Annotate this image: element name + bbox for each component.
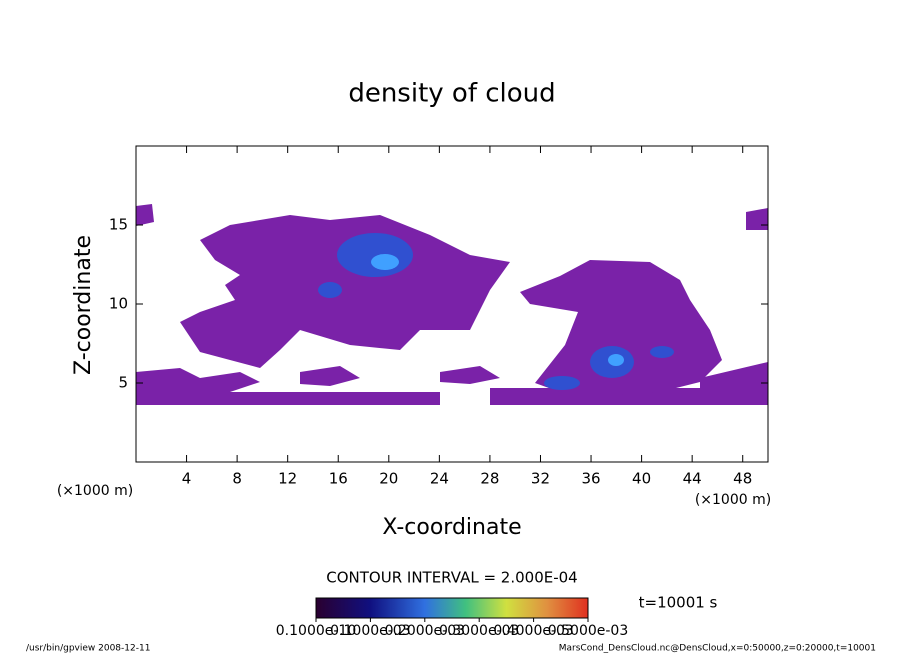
contour-interval: CONTOUR INTERVAL = 2.000E-04 <box>326 569 577 587</box>
y-unit: (×1000 m) <box>57 483 133 499</box>
footer-left: /usr/bin/gpview 2008-12-11 <box>26 644 150 654</box>
x-tick-label: 20 <box>379 470 398 488</box>
x-tick-label: 16 <box>329 470 348 488</box>
x-tick-label: 24 <box>430 470 449 488</box>
x-tick-label: 48 <box>733 470 752 488</box>
y-tick-label: 15 <box>109 216 128 234</box>
cloud-core <box>337 233 413 277</box>
cloud-core <box>318 282 342 298</box>
chart-title: density of cloud <box>348 79 555 109</box>
time-label: t=10001 s <box>639 594 718 612</box>
colorbar-label: 0.2000e-03 <box>385 623 465 639</box>
colorbar <box>315 597 589 619</box>
x-axis-label: X-coordinate <box>382 515 521 540</box>
x-unit: (×1000 m) <box>695 492 771 508</box>
cloud-core <box>608 354 624 366</box>
y-tick-label: 5 <box>118 374 128 392</box>
cloud-core <box>650 346 674 358</box>
colorbar-label: 0.4000e-03 <box>493 623 573 639</box>
cloud-field <box>136 204 768 405</box>
x-tick-label: 8 <box>232 470 242 488</box>
x-tick-label: 36 <box>581 470 600 488</box>
cloud-core <box>371 254 399 270</box>
footer-right: MarsCond_DensCloud.nc@DensCloud,x=0:5000… <box>559 644 876 654</box>
cloud-region <box>520 260 722 396</box>
x-tick-label: 44 <box>683 470 702 488</box>
y-axis-label: Z-coordinate <box>71 235 96 375</box>
colorbar-label: 0.1000e-03 <box>330 623 410 639</box>
colorbar-label: 0.3000e-03 <box>439 623 519 639</box>
x-tick-label: 4 <box>182 470 192 488</box>
cloud-region <box>300 366 500 386</box>
x-tick-label: 32 <box>531 470 550 488</box>
cloud-core <box>544 376 580 390</box>
y-tick-label: 10 <box>109 295 128 313</box>
colorbar-label: 0.5000e-03 <box>548 623 628 639</box>
x-tick-label: 12 <box>278 470 297 488</box>
cloud-region <box>180 215 510 368</box>
x-tick-label: 40 <box>632 470 651 488</box>
x-tick-label: 28 <box>480 470 499 488</box>
colorbar-label: 0.1000e-10 <box>276 623 356 639</box>
